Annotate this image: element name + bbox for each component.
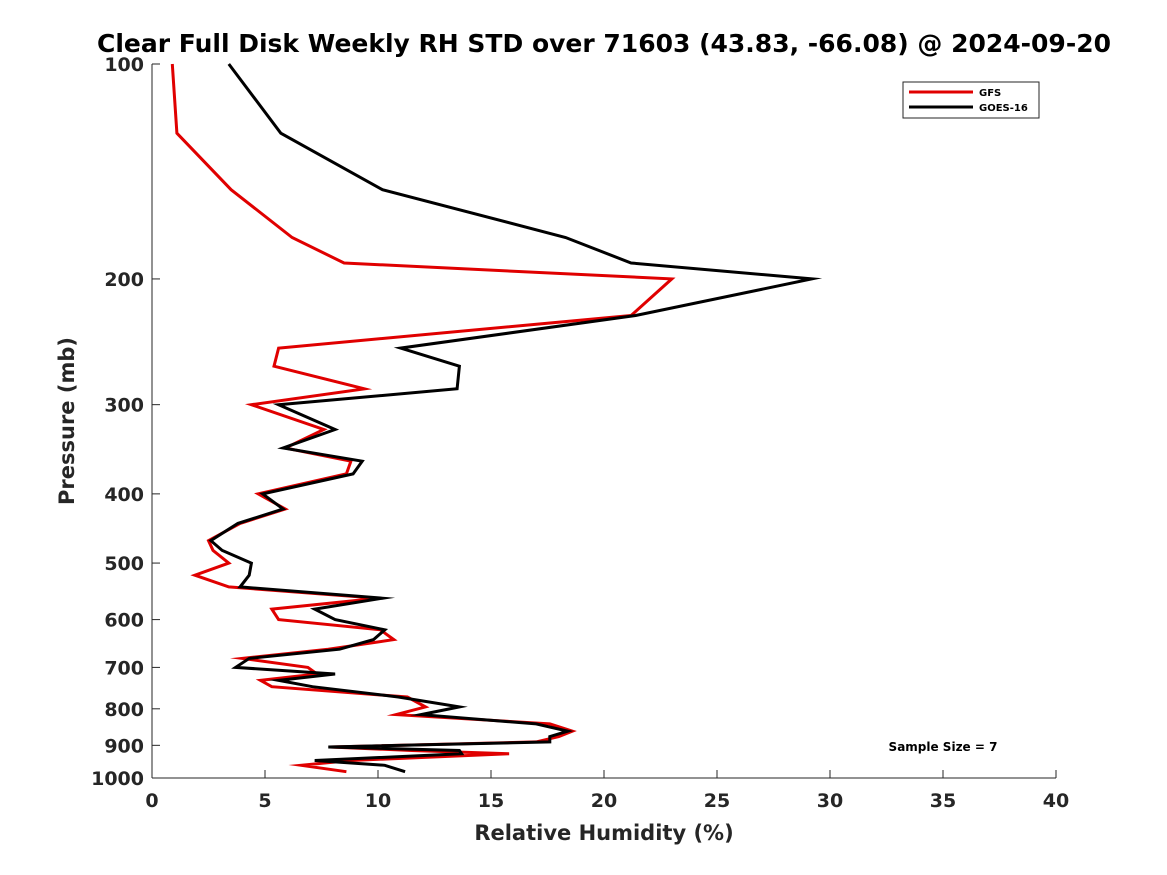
- legend-box: [902, 81, 1040, 119]
- legend-label-goes-16: GOES-16: [979, 103, 1028, 114]
- x-tick-label: 40: [1043, 790, 1069, 812]
- y-tick-label: 200: [104, 269, 144, 291]
- x-tick-label: 35: [930, 790, 956, 812]
- sample-size-annotation: Sample Size = 7: [889, 740, 998, 754]
- x-tick-label: 20: [591, 790, 617, 812]
- chart-title: Clear Full Disk Weekly RH STD over 71603…: [97, 29, 1111, 58]
- x-tick-label: 10: [365, 790, 391, 812]
- legend: GFS GOES-16: [902, 81, 1040, 119]
- y-tick-label: 800: [104, 699, 144, 721]
- y-tick-label: 500: [104, 553, 144, 575]
- y-tick-label: 700: [104, 657, 144, 679]
- y-axis-label: Pressure (mb): [55, 337, 79, 505]
- x-tick-label: 25: [704, 790, 730, 812]
- x-tick-label: 0: [145, 790, 158, 812]
- legend-label-gfs: GFS: [979, 88, 1001, 99]
- y-tick-label: 1000: [91, 768, 144, 790]
- x-tick-label: 30: [817, 790, 843, 812]
- y-tick-label: 100: [104, 54, 144, 76]
- series-layer: [170, 63, 823, 774]
- y-tick-label: 300: [104, 395, 144, 417]
- tick-layer: 0 5 10 15 20 25 30 35 40 100 200 300 400 500 600 700 800…: [91, 54, 1069, 812]
- x-tick-label: 15: [478, 790, 504, 812]
- y-tick-label: 900: [104, 735, 144, 757]
- y-tick-label: 600: [104, 610, 144, 632]
- x-axis-label: Relative Humidity (%): [474, 821, 733, 845]
- series-line-gfs: [170, 63, 676, 774]
- series-line-goes-16: [208, 63, 823, 774]
- x-tick-label: 5: [258, 790, 271, 812]
- y-tick-label: 400: [104, 484, 144, 506]
